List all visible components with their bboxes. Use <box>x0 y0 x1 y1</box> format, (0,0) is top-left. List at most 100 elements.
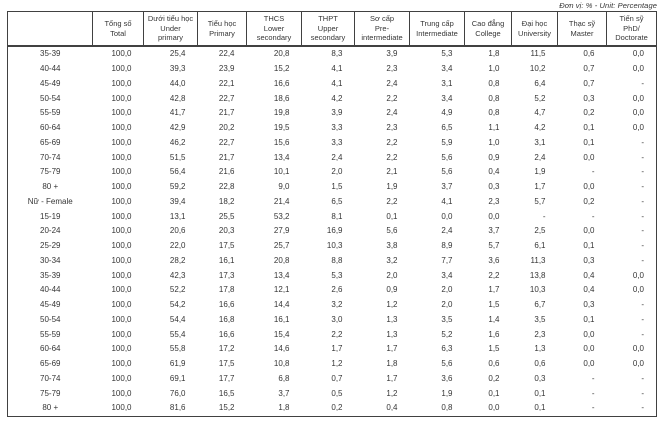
value-cell: 0,6 <box>534 359 546 369</box>
value-cell: 100,0 <box>111 300 132 310</box>
value-cell: 4,9 <box>441 108 453 118</box>
value-cell: - <box>641 255 644 265</box>
value-cell: 56,4 <box>169 167 186 177</box>
value-cell: 22,7 <box>218 93 235 103</box>
value-cell: 14,6 <box>273 344 290 354</box>
value-cell: 42,8 <box>169 93 186 103</box>
value-cell: - <box>641 211 644 221</box>
value-cell: 1,2 <box>386 388 398 398</box>
column-header-line: Tiến sỹ <box>619 14 644 24</box>
value-cell: 17,5 <box>218 241 235 251</box>
value-cell: 42,3 <box>169 270 186 280</box>
column-header: Trung cấp Intermediate <box>409 11 465 46</box>
table-row: 60-64 100,0 55,8 17,2 14,6 1,7 1,7 6,3 1,5 1,3 0,0… <box>8 342 657 357</box>
column-header-line: primary <box>157 33 183 43</box>
value-cell: 0,1 <box>583 137 595 147</box>
corner-cell <box>7 11 93 46</box>
value-cell: 0,0 <box>583 359 595 369</box>
row-label: 55-59 <box>40 329 61 339</box>
column-header: Cao đẳng College <box>464 11 512 46</box>
value-cell: 3,9 <box>386 49 398 59</box>
value-cell: 2,0 <box>386 270 398 280</box>
value-cell: 17,8 <box>218 285 235 295</box>
value-cell: 5,2 <box>441 329 453 339</box>
value-cell: 0,0 <box>441 211 453 221</box>
value-cell: 15,2 <box>218 403 235 413</box>
value-cell: 1,7 <box>331 344 343 354</box>
value-cell: 8,1 <box>331 211 343 221</box>
table-row: 75-79 100,0 76,0 16,5 3,7 0,5 1,2 1,9 0,1 0,1 - - <box>8 386 657 401</box>
value-cell: 100,0 <box>111 359 132 369</box>
value-cell: 1,5 <box>331 182 343 192</box>
value-cell: 0,3 <box>488 182 500 192</box>
value-cell: 19,5 <box>273 123 290 133</box>
value-cell: 1,9 <box>441 388 453 398</box>
value-cell: 5,6 <box>441 167 453 177</box>
value-cell: 0,1 <box>534 388 546 398</box>
column-header-line: secondary <box>256 33 292 43</box>
value-cell: - <box>641 182 644 192</box>
value-cell: - <box>591 167 595 177</box>
column-header-line: Lower <box>263 23 285 33</box>
value-cell: 6,4 <box>534 78 546 88</box>
column-header: THCS Lower secondary <box>246 11 302 46</box>
column-header: Sơ cấp Pre-intermediate <box>354 11 410 46</box>
value-cell: 0,7 <box>583 64 595 74</box>
value-cell: 100,0 <box>111 167 132 177</box>
value-cell: 0,4 <box>583 285 595 295</box>
table-row: 70-74 100,0 51,5 21,7 13,4 2,4 2,2 5,6 0,9 2,4 0,0… <box>8 150 657 165</box>
value-cell: 2,3 <box>386 123 398 133</box>
value-cell: 53,2 <box>273 211 290 221</box>
value-cell: 27,9 <box>273 226 290 236</box>
value-cell: 100,0 <box>111 182 132 192</box>
value-cell: 7,7 <box>441 255 453 265</box>
column-header: Tổng số Total <box>92 11 144 46</box>
value-cell: - <box>641 314 644 324</box>
value-cell: 3,3 <box>331 137 343 147</box>
value-cell: 3,6 <box>441 373 453 383</box>
value-cell: 0,0 <box>632 344 644 354</box>
column-header-line: THCS <box>263 14 285 24</box>
value-cell: 21,7 <box>218 152 235 162</box>
value-cell: 16,6 <box>218 329 235 339</box>
value-cell: 0,3 <box>583 93 595 103</box>
value-cell: 5,7 <box>534 196 546 206</box>
value-cell: - <box>542 211 546 221</box>
value-cell: 16,8 <box>218 314 235 324</box>
value-cell: 81,6 <box>169 403 186 413</box>
value-cell: 0,0 <box>632 285 644 295</box>
value-cell: 8,3 <box>331 49 343 59</box>
value-cell: 3,7 <box>488 226 500 236</box>
value-cell: - <box>641 137 644 147</box>
value-cell: 4,2 <box>534 123 546 133</box>
column-header: Dưới tiểu học Under primary <box>143 11 198 46</box>
value-cell: 3,1 <box>441 78 453 88</box>
value-cell: 0,0 <box>488 211 500 221</box>
value-cell: 2,3 <box>386 64 398 74</box>
table-row: 55-59 100,0 41,7 21,7 19,8 3,9 2,4 4,9 0,8 4,7 0,2… <box>8 106 657 121</box>
value-cell: 25,7 <box>273 241 290 251</box>
value-cell: 42,9 <box>169 123 186 133</box>
value-cell: 5,6 <box>386 226 398 236</box>
value-cell: 2,1 <box>386 167 398 177</box>
column-header-line: PhD/ <box>623 23 640 33</box>
value-cell: 4,1 <box>331 78 343 88</box>
column-header-line: Sơ cấp <box>369 14 395 24</box>
value-cell: 0,3 <box>534 373 546 383</box>
value-cell: 0,9 <box>386 285 398 295</box>
value-cell: 10,2 <box>529 64 546 74</box>
column-header-line: University <box>518 28 551 38</box>
value-cell: 100,0 <box>111 64 132 74</box>
value-cell: 23,9 <box>218 64 235 74</box>
row-label: 50-54 <box>40 314 61 324</box>
value-cell: 100,0 <box>111 255 132 265</box>
table-row: 80 + 100,0 81,6 15,2 1,8 0,2 0,4 0,8 0,0 0,1 - - <box>8 401 657 416</box>
value-cell: 0,6 <box>488 359 500 369</box>
row-label: 40-44 <box>40 64 61 74</box>
column-header: Tiến sỹ PhD/Doctorate <box>606 11 657 46</box>
value-cell: 1,0 <box>488 137 500 147</box>
value-cell: 2,0 <box>441 285 453 295</box>
value-cell: 0,0 <box>632 108 644 118</box>
column-header-line: Doctorate <box>615 33 648 43</box>
value-cell: 100,0 <box>111 123 132 133</box>
